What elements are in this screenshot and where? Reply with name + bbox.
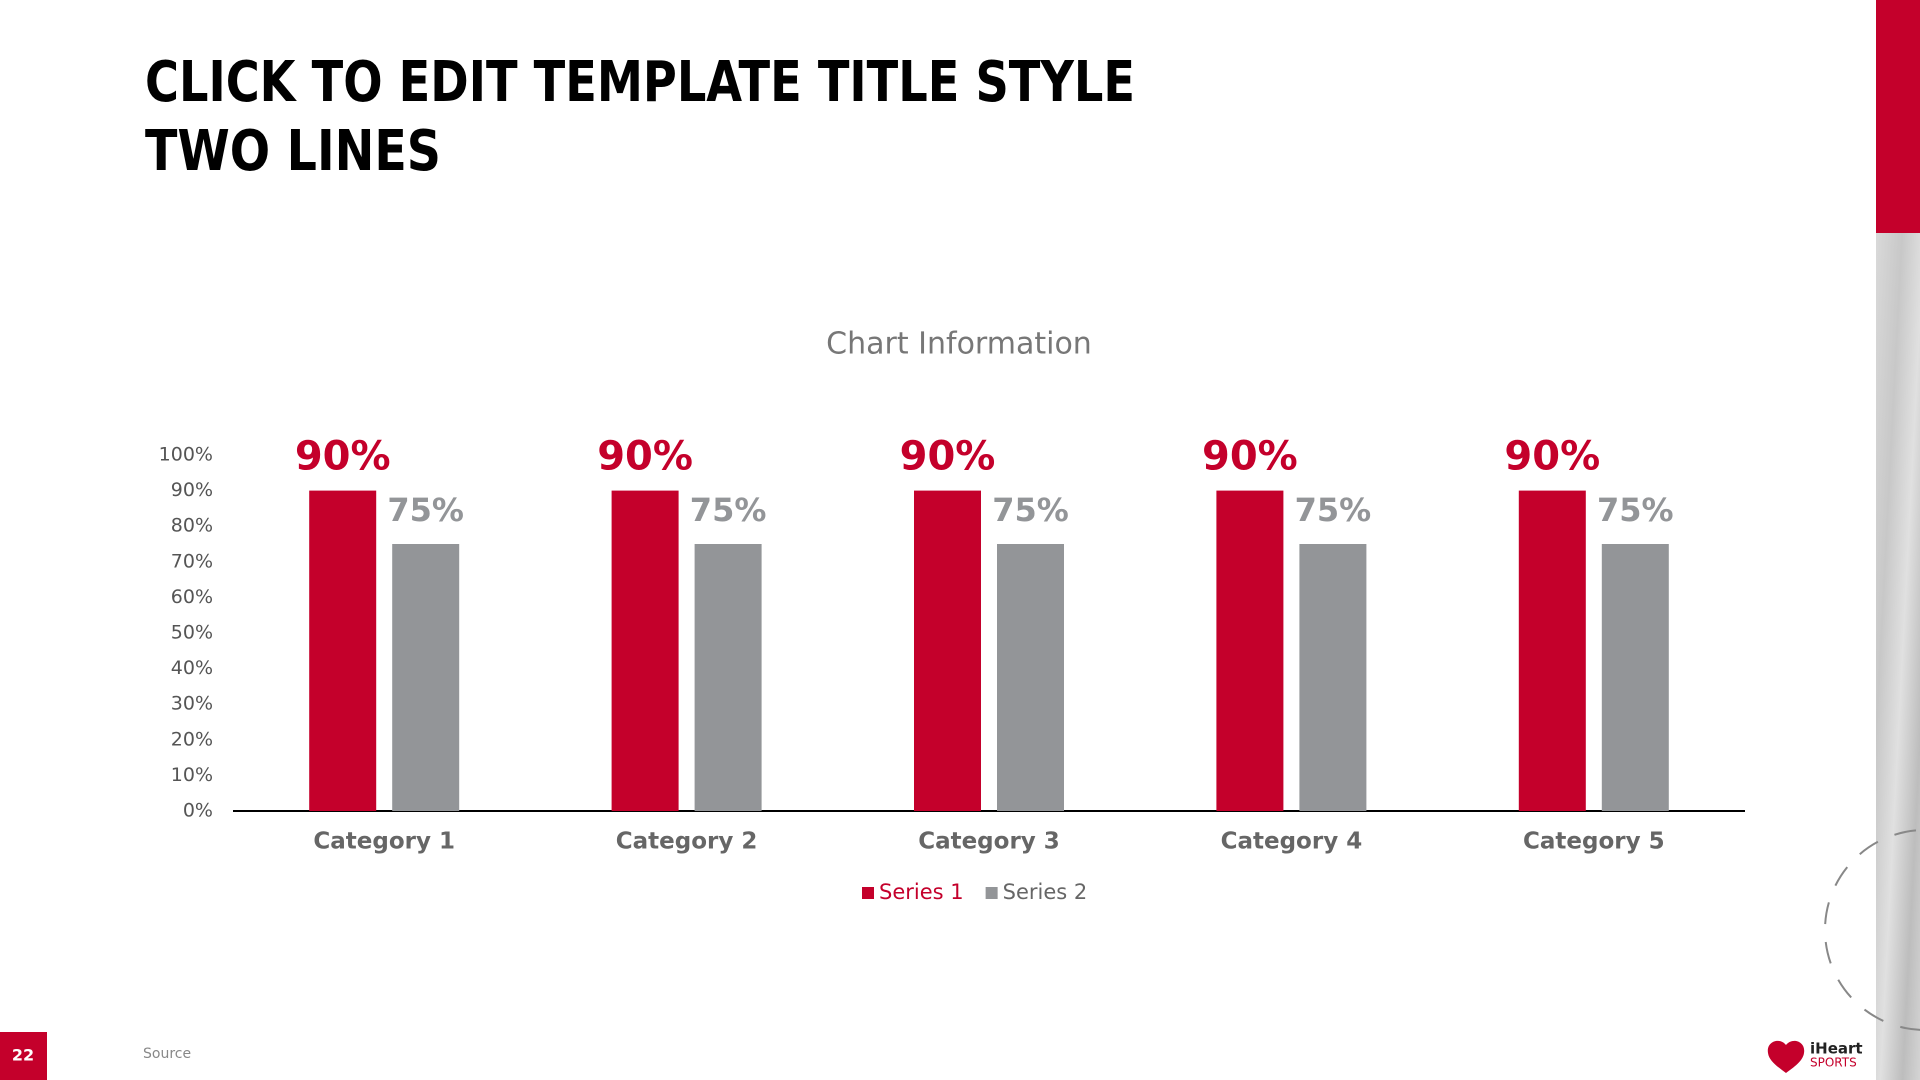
logo-heart [1767,1040,1805,1073]
value-label: 75% [690,491,767,529]
accent-bar [1876,0,1920,233]
y-tick-label: 0% [183,800,213,822]
value-label: 90% [1504,434,1600,480]
texture-strip [1876,233,1920,1080]
x-tick-label: Category 5 [1523,829,1665,855]
value-label: 90% [295,434,391,480]
logo-text: SPORTS [1810,1056,1857,1070]
slide-title: CLICK TO EDIT TEMPLATE TITLE STYLE [145,50,1135,115]
slide-title: TWO LINES [145,119,441,184]
bar [694,544,762,811]
logo-text: iHeart [1810,1040,1863,1058]
value-label: 75% [1597,491,1674,529]
x-tick-label: Category 4 [1221,829,1363,855]
bar [1216,490,1284,811]
bar [914,490,981,811]
bar [1601,544,1669,811]
legend-swatch [985,887,998,899]
y-tick-label: 90% [171,479,213,501]
bar [1518,490,1586,811]
x-tick-label: Category 1 [313,829,455,855]
x-tick-label: Category 2 [616,829,758,855]
logo: iHeart SPORTS [1767,1040,1863,1073]
value-label: 75% [1295,491,1372,529]
bar [611,490,679,811]
y-tick-label: 80% [171,515,213,537]
y-tick-label: 100% [159,444,213,466]
legend-label: Series 1 [879,880,964,904]
y-tick-label: 20% [171,728,213,750]
bar [309,490,377,811]
value-label: 75% [992,491,1069,529]
bar [392,544,460,811]
bar [997,544,1064,811]
legend-swatch [862,887,874,899]
y-tick-label: 10% [171,764,213,786]
chart-title: Chart Information [826,327,1092,362]
value-label: 90% [900,434,996,480]
source: Source [143,1046,191,1062]
x-tick-label: Category 3 [918,829,1060,855]
value-label: 90% [1202,434,1298,480]
y-tick-label: 60% [171,586,213,608]
value-label: 75% [387,491,464,529]
value-label: 90% [597,434,693,480]
bar [1299,544,1367,811]
y-tick-label: 30% [171,693,213,715]
y-tick-label: 70% [171,550,213,572]
page-number-box [0,1032,47,1080]
page-number: 22 [12,1046,34,1065]
legend-label: Series 2 [1003,880,1088,904]
y-tick-label: 50% [171,622,213,644]
y-tick-label: 40% [171,657,213,679]
